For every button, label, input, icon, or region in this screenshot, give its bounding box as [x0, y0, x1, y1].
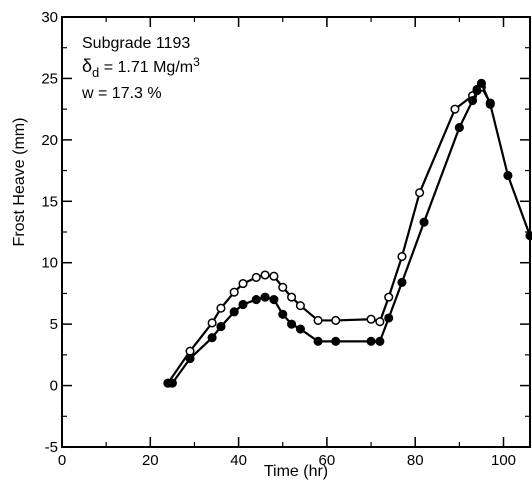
density-text: = 1.71 Mg/m: [99, 59, 193, 76]
filled-data-point: [419, 217, 429, 227]
filled-data-point: [313, 336, 323, 346]
filled-data-point: [397, 277, 407, 287]
filled-data-point: [229, 307, 239, 317]
series-line: [167, 82, 532, 385]
x-tick-label: 80: [407, 452, 424, 469]
open-data-point: [251, 272, 261, 283]
x-tick-label: 0: [58, 452, 66, 469]
open-data-point: [397, 252, 407, 262]
series-2: [163, 78, 532, 388]
y-tick-label: 15: [41, 193, 58, 210]
open-data-point: [331, 315, 341, 326]
filled-data-point: [366, 336, 376, 346]
density-subscript: d: [92, 65, 99, 80]
filled-data-point: [476, 78, 486, 88]
y-tick-label: 20: [41, 132, 58, 149]
y-tick-label: 25: [41, 70, 58, 87]
y-tick-label: 5: [50, 316, 58, 333]
filled-data-point: [331, 336, 341, 346]
filled-data-point: [485, 99, 495, 109]
filled-data-point: [472, 86, 482, 96]
open-data-point: [278, 282, 288, 292]
x-tick-label: 40: [230, 452, 247, 469]
open-data-point: [216, 303, 226, 313]
annotation-water-content: w = 17.3 %: [81, 85, 162, 102]
filled-data-point: [238, 299, 248, 310]
open-data-point: [207, 318, 217, 328]
open-data-point: [295, 301, 305, 311]
filled-data-point: [375, 336, 385, 346]
x-tick-label: 100: [491, 452, 516, 469]
x-axis-title: Time (hr): [264, 463, 328, 480]
open-data-point: [269, 271, 279, 281]
density-superscript: 3: [193, 55, 200, 69]
plot-frame: [61, 16, 531, 448]
open-data-point: [384, 292, 394, 302]
y-axis-title: Frost Heave (mm): [11, 118, 28, 247]
filled-data-point: [269, 295, 279, 305]
open-data-point: [229, 287, 239, 297]
open-data-point: [287, 292, 297, 302]
filled-data-point: [468, 95, 478, 106]
annotation-density: δd = 1.71 Mg/m3: [82, 55, 200, 80]
y-tick-label: 10: [41, 255, 58, 272]
filled-data-point: [287, 319, 297, 329]
open-data-point: [415, 188, 425, 198]
x-tick-label: 60: [319, 452, 336, 469]
open-data-point: [185, 346, 195, 356]
open-data-point: [260, 270, 270, 280]
filled-data-point: [216, 322, 226, 332]
filled-data-point: [167, 378, 177, 388]
filled-data-point: [525, 231, 532, 241]
open-data-point: [313, 315, 323, 326]
open-data-point: [375, 317, 385, 327]
filled-data-point: [278, 309, 288, 319]
filled-data-point: [295, 324, 305, 334]
filled-data-point: [251, 295, 261, 305]
series-layer: [163, 78, 532, 388]
x-tick-label: 20: [142, 452, 159, 469]
y-tick-label: 30: [41, 9, 58, 26]
filled-data-point: [207, 333, 217, 343]
filled-data-point: [384, 313, 394, 323]
open-data-point: [366, 314, 376, 324]
annotation-subgrade: Subgrade 1193: [82, 35, 190, 52]
filled-data-point: [260, 292, 270, 302]
filled-data-point: [185, 353, 195, 364]
filled-data-point: [503, 170, 513, 181]
filled-data-point: [454, 123, 464, 133]
y-tick-label: -5: [45, 439, 58, 456]
open-data-point: [450, 104, 460, 114]
axis-ticks: [61, 16, 530, 448]
open-data-point: [238, 279, 248, 289]
y-tick-label: 0: [50, 378, 58, 395]
density-symbol: δ: [82, 56, 92, 76]
